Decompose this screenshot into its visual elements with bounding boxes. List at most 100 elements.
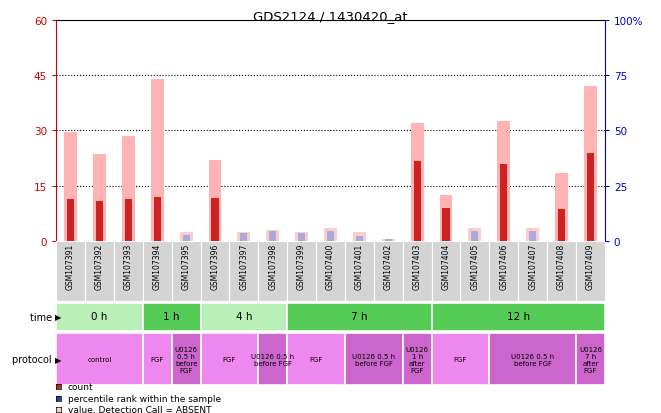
- Bar: [125, 199, 132, 242]
- Bar: [442, 209, 449, 242]
- Bar: [461, 242, 489, 301]
- Bar: [440, 196, 453, 242]
- Bar: [56, 334, 143, 385]
- Bar: [85, 242, 114, 301]
- Text: GSM107405: GSM107405: [471, 243, 479, 290]
- Bar: [497, 122, 510, 242]
- Bar: [403, 242, 432, 301]
- Bar: [212, 199, 219, 242]
- Bar: [576, 242, 605, 301]
- Bar: [385, 240, 392, 242]
- Bar: [287, 334, 345, 385]
- Bar: [489, 334, 576, 385]
- Bar: [469, 229, 481, 242]
- Bar: [356, 236, 363, 242]
- Text: U0126
1 h
after
FGF: U0126 1 h after FGF: [406, 346, 428, 373]
- Text: GSM107391: GSM107391: [66, 243, 75, 290]
- Bar: [298, 234, 305, 242]
- Text: U0126 0.5 h
before FGF: U0126 0.5 h before FGF: [352, 353, 395, 366]
- Bar: [180, 233, 192, 242]
- Bar: [526, 229, 539, 242]
- Bar: [266, 230, 279, 242]
- Text: U0126
0.5 h
before
FGF: U0126 0.5 h before FGF: [175, 346, 198, 373]
- Text: GSM107394: GSM107394: [153, 243, 162, 290]
- Bar: [114, 242, 143, 301]
- Bar: [558, 209, 565, 242]
- Text: FGF: FGF: [309, 356, 323, 362]
- Text: GSM107408: GSM107408: [557, 243, 566, 290]
- Bar: [287, 242, 316, 301]
- Bar: [345, 242, 374, 301]
- Text: GSM107403: GSM107403: [412, 243, 422, 290]
- Text: 1 h: 1 h: [163, 311, 180, 321]
- Bar: [324, 229, 337, 242]
- Bar: [240, 234, 247, 242]
- Text: GSM107400: GSM107400: [326, 243, 335, 290]
- Text: GSM107406: GSM107406: [499, 243, 508, 290]
- Bar: [172, 334, 200, 385]
- Bar: [345, 334, 403, 385]
- Bar: [576, 334, 605, 385]
- Bar: [56, 242, 85, 301]
- Bar: [200, 334, 258, 385]
- Bar: [555, 173, 568, 242]
- Text: GSM107395: GSM107395: [182, 243, 190, 290]
- Bar: [403, 334, 432, 385]
- Bar: [584, 87, 597, 242]
- Bar: [96, 202, 103, 242]
- Text: GSM107399: GSM107399: [297, 243, 306, 290]
- Text: protocol: protocol: [12, 354, 55, 364]
- Text: GSM107397: GSM107397: [239, 243, 249, 290]
- Text: GSM107401: GSM107401: [355, 243, 364, 290]
- Bar: [529, 232, 536, 242]
- Bar: [182, 235, 190, 242]
- Text: control: control: [87, 356, 112, 362]
- Bar: [208, 161, 221, 242]
- Bar: [67, 199, 74, 242]
- Text: GDS2124 / 1430420_at: GDS2124 / 1430420_at: [253, 10, 408, 23]
- Bar: [287, 303, 432, 331]
- Text: 4 h: 4 h: [235, 311, 252, 321]
- Bar: [200, 242, 229, 301]
- Bar: [143, 334, 172, 385]
- Text: 0 h: 0 h: [91, 311, 108, 321]
- Bar: [258, 334, 287, 385]
- Bar: [153, 197, 161, 242]
- Bar: [547, 242, 576, 301]
- Bar: [432, 334, 489, 385]
- Text: count: count: [68, 382, 93, 391]
- Text: GSM107396: GSM107396: [210, 243, 219, 290]
- Text: GSM107407: GSM107407: [528, 243, 537, 290]
- Bar: [151, 80, 164, 242]
- Bar: [410, 124, 424, 242]
- Text: GSM107404: GSM107404: [442, 243, 451, 290]
- Bar: [258, 242, 287, 301]
- Bar: [489, 242, 518, 301]
- Bar: [414, 162, 421, 242]
- Text: U0126 0.5 h
before FGF: U0126 0.5 h before FGF: [511, 353, 554, 366]
- Bar: [64, 133, 77, 242]
- Bar: [471, 232, 479, 242]
- Bar: [122, 137, 135, 242]
- Text: ▶: ▶: [55, 355, 61, 364]
- Text: GSM107409: GSM107409: [586, 243, 595, 290]
- Text: value, Detection Call = ABSENT: value, Detection Call = ABSENT: [68, 405, 212, 413]
- Text: FGF: FGF: [223, 356, 236, 362]
- Bar: [269, 232, 276, 242]
- Bar: [518, 242, 547, 301]
- Bar: [200, 303, 287, 331]
- Text: U0126
7 h
after
FGF: U0126 7 h after FGF: [579, 346, 602, 373]
- Text: GSM107392: GSM107392: [95, 243, 104, 290]
- Text: FGF: FGF: [453, 356, 467, 362]
- Bar: [432, 242, 461, 301]
- Bar: [353, 233, 366, 242]
- Bar: [382, 240, 395, 242]
- Bar: [93, 155, 106, 242]
- Bar: [295, 233, 308, 242]
- Bar: [432, 303, 605, 331]
- Text: GSM107402: GSM107402: [384, 243, 393, 290]
- Bar: [374, 242, 403, 301]
- Text: FGF: FGF: [151, 356, 164, 362]
- Bar: [316, 242, 345, 301]
- Text: GSM107398: GSM107398: [268, 243, 277, 290]
